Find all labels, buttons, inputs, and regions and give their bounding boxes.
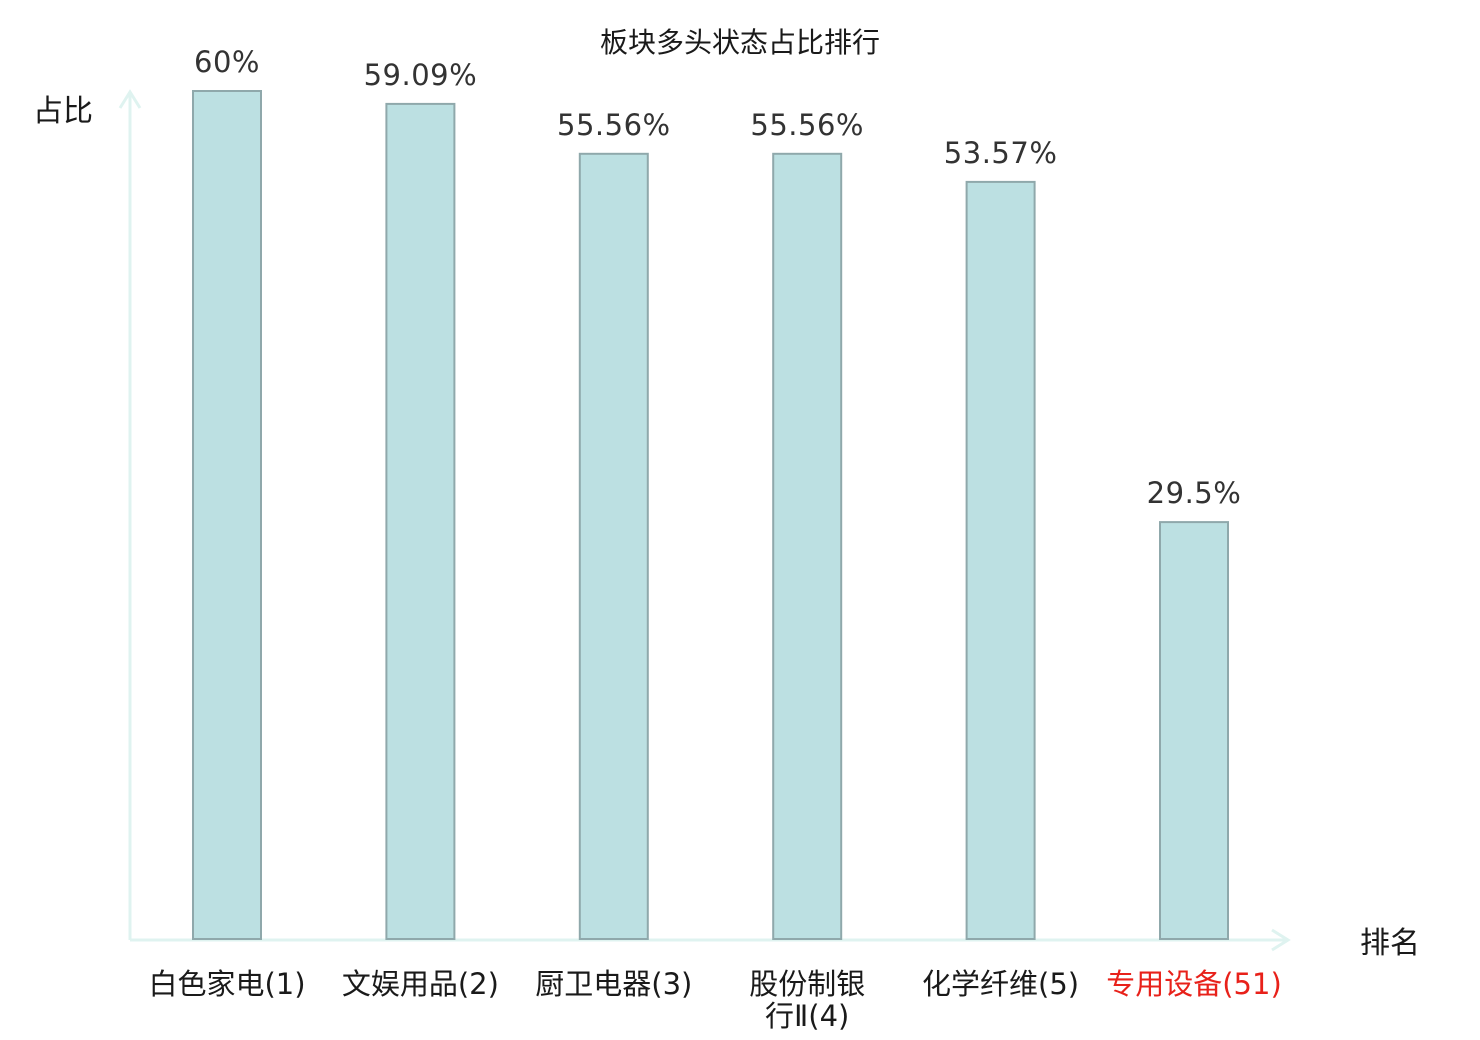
x-axis-arrowhead: [1271, 928, 1291, 952]
category-label-1: 白色家电(1): [148, 967, 305, 1001]
category-label-line: 专用设备(51): [1106, 967, 1282, 1001]
category-label-3: 厨卫电器(3): [535, 967, 692, 1001]
category-label-2: 文娱用品(2): [342, 967, 499, 1001]
category-label-4: 股份制银行Ⅱ(4): [749, 967, 865, 1033]
value-label-1: 60%: [194, 45, 260, 79]
value-label-4: 55.56%: [750, 108, 864, 142]
bar-5: [965, 180, 1036, 940]
chart-title: 板块多头状态占比排行: [600, 26, 880, 59]
value-label-5: 53.57%: [944, 136, 1058, 170]
category-label-5: 化学纤维(5): [922, 967, 1079, 1001]
bar-3: [578, 152, 649, 941]
y-axis-arrowhead: [118, 89, 142, 109]
category-labels: 白色家电(1) 文娱用品(2) 厨卫电器(3) 股份制银行Ⅱ(4) 化学纤维(5) 专用设…: [148, 967, 1281, 1033]
y-axis-title: 占比: [33, 94, 93, 129]
axes: [118, 89, 1291, 952]
category-label-line: 股份制银: [749, 967, 865, 1001]
value-label-6: 29.5%: [1147, 476, 1242, 510]
bars: [192, 90, 1229, 941]
bar-1: [192, 90, 262, 940]
category-label-line: 白色家电(1): [148, 967, 305, 1001]
bar-4: [772, 152, 843, 941]
x-axis-title: 排名: [1360, 926, 1420, 961]
bar-2: [385, 102, 456, 940]
category-label-line: 行Ⅱ(4): [765, 999, 849, 1033]
bar-6: [1159, 521, 1229, 940]
value-label-2: 59.09%: [364, 58, 478, 92]
value-label-3: 55.56%: [557, 108, 671, 142]
category-label-line: 化学纤维(5): [922, 967, 1079, 1001]
category-label-6: 专用设备(51): [1106, 967, 1282, 1001]
value-labels: 60% 59.09% 55.56% 55.56% 53.57% 29.5%: [194, 45, 1241, 510]
category-label-line: 厨卫电器(3): [535, 967, 692, 1001]
category-label-line: 文娱用品(2): [342, 967, 499, 1001]
